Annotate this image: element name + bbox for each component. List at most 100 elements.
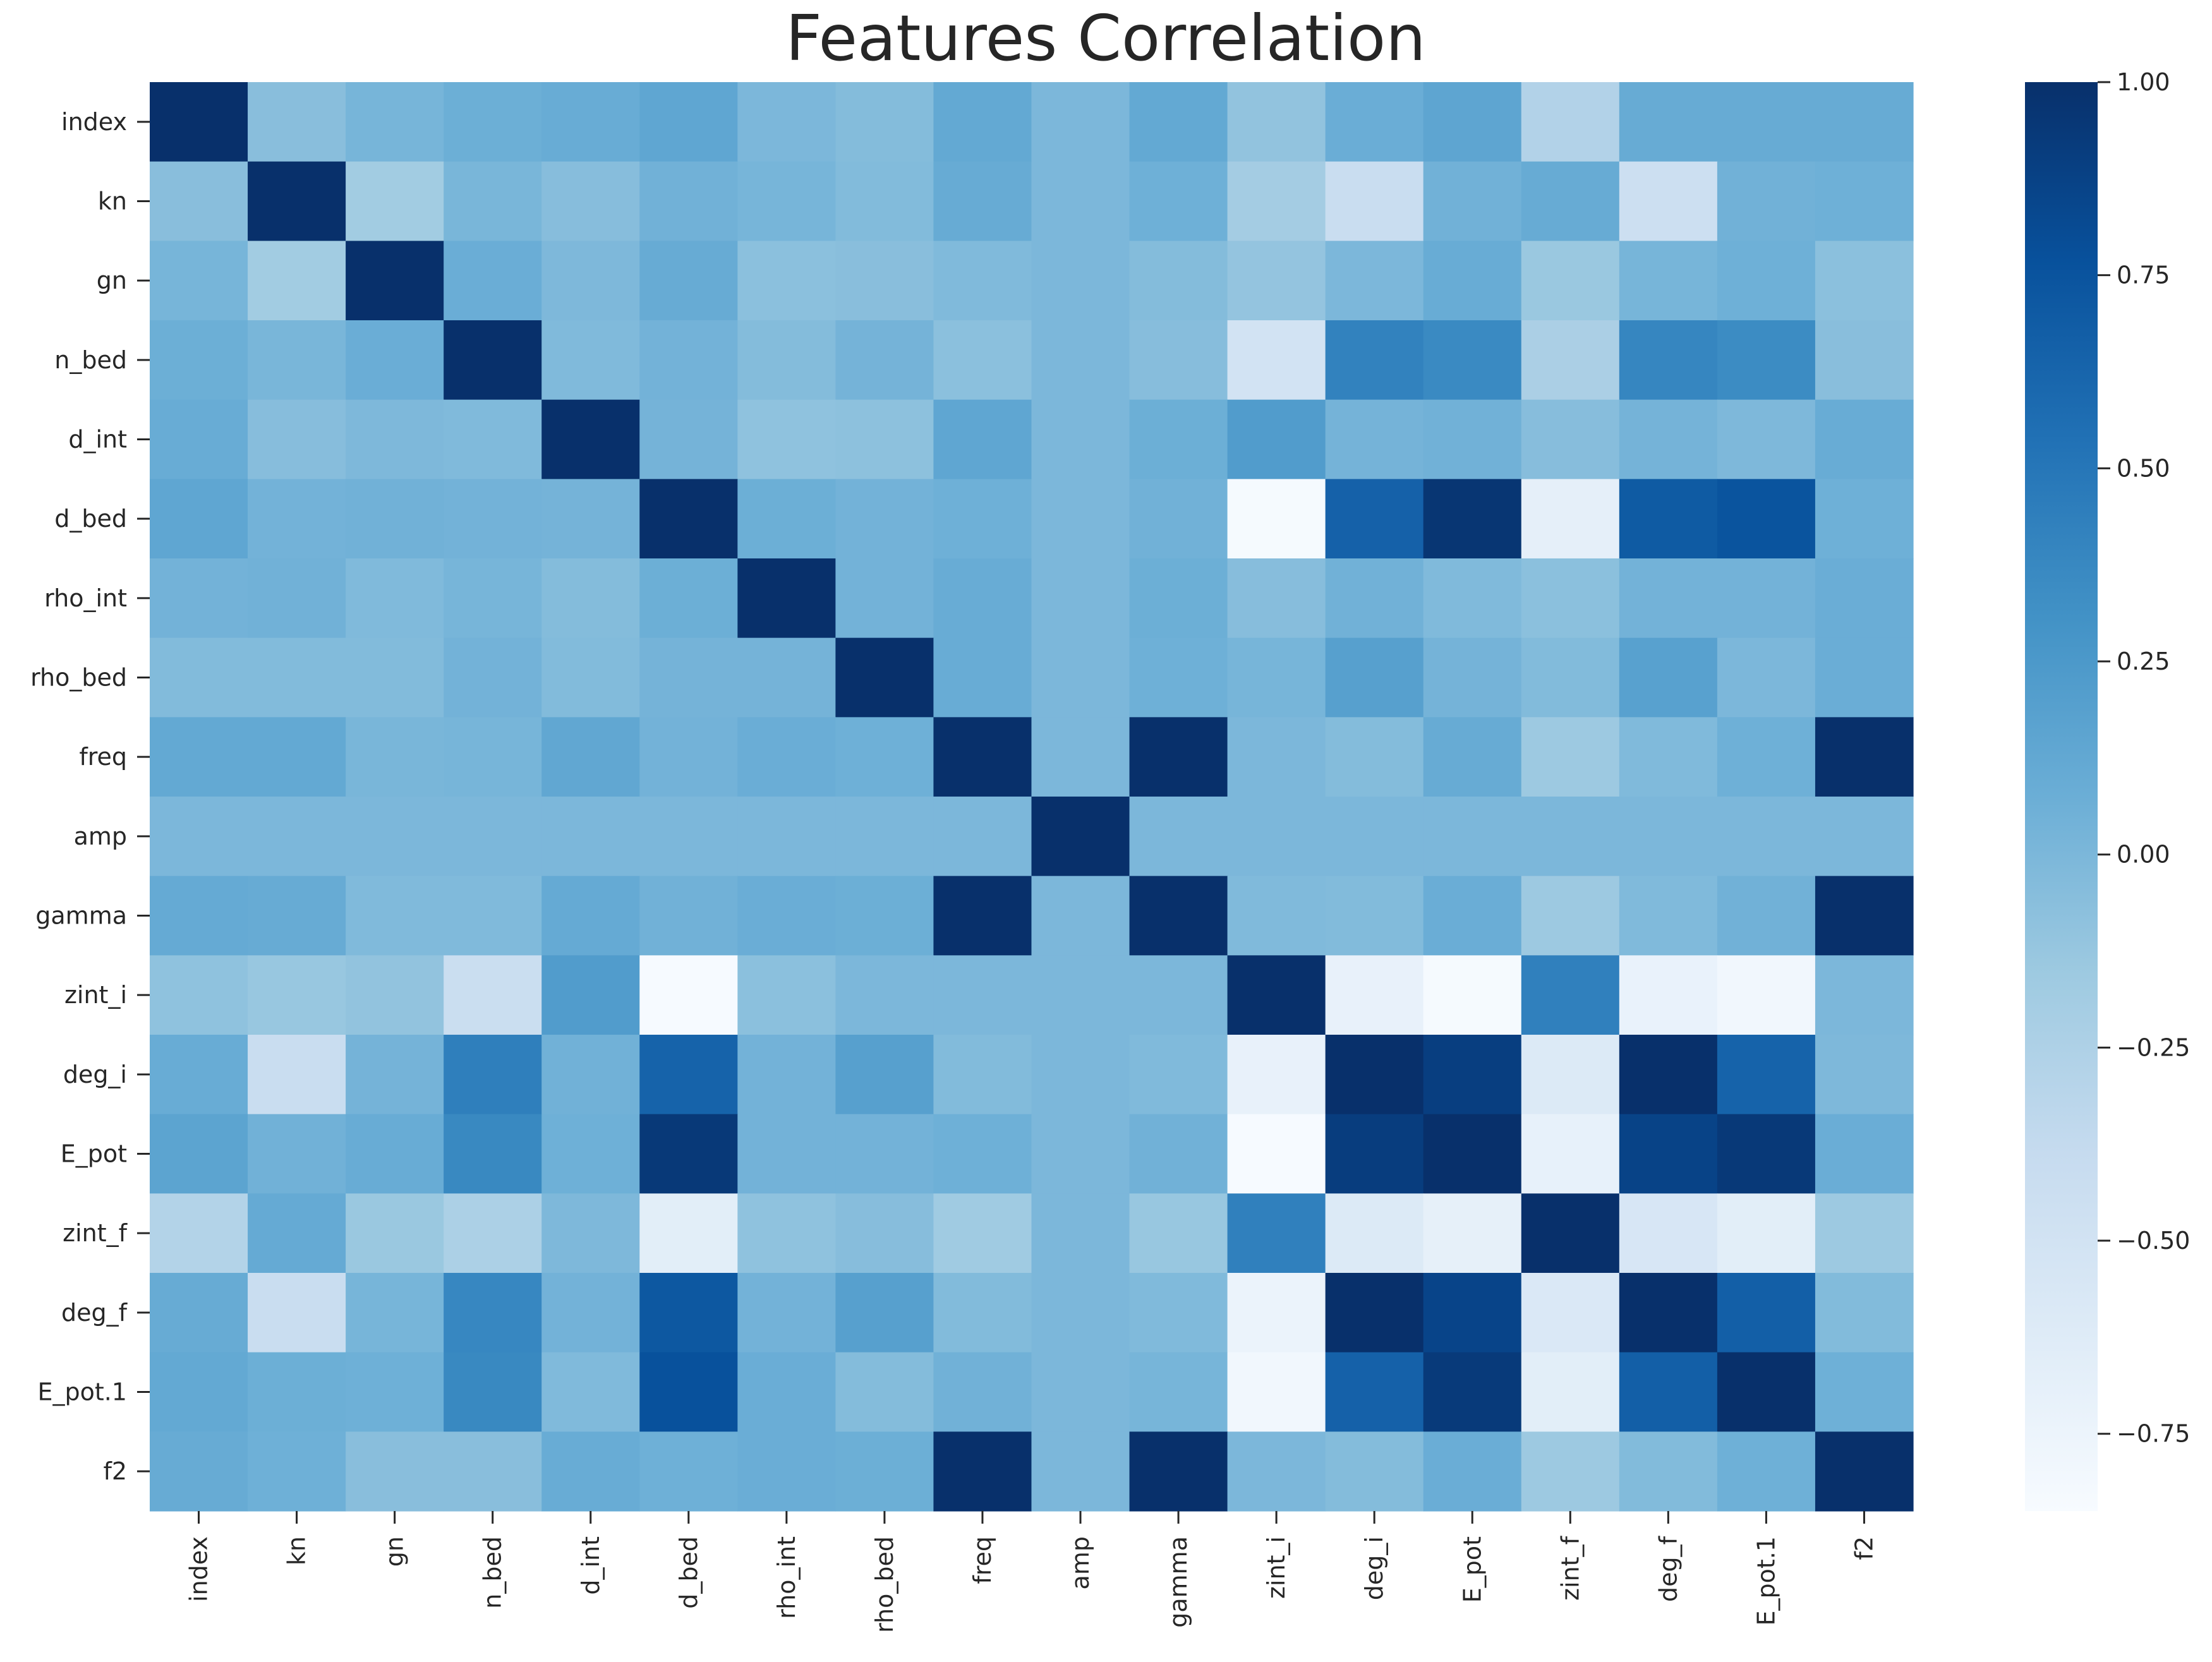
heatmap-cell [1815, 1431, 1914, 1512]
colorbar-tick-label: 0.25 [2117, 647, 2170, 675]
heatmap-cell [1521, 717, 1620, 797]
heatmap-cell [1227, 320, 1326, 400]
heatmap-cell [1325, 955, 1424, 1035]
heatmap-cell [639, 1035, 738, 1115]
heatmap-cell [1619, 717, 1718, 797]
heatmap-cell [933, 1114, 1032, 1194]
heatmap-cell [737, 1431, 836, 1512]
heatmap-cell [248, 797, 346, 877]
heatmap-cell [1815, 876, 1914, 956]
colorbar-tick-label: 1.00 [2117, 68, 2170, 96]
heatmap-cell [835, 637, 934, 718]
row-tick-label: deg_f [61, 1299, 128, 1327]
heatmap-cell [541, 320, 640, 400]
heatmap-cell [639, 1273, 738, 1353]
heatmap-cell [737, 955, 836, 1035]
heatmap-cell [1717, 1273, 1816, 1353]
heatmap-cell [346, 82, 444, 162]
heatmap-cell [835, 1193, 934, 1274]
heatmap-cell [1619, 955, 1718, 1035]
heatmap-cell [1031, 797, 1130, 877]
heatmap-cell [1423, 241, 1522, 321]
heatmap-cell [1521, 1352, 1620, 1432]
heatmap-cell [150, 399, 248, 479]
heatmap-cell [150, 1114, 248, 1194]
column-tick-label: zint_f [1556, 1535, 1584, 1600]
heatmap-cell [1619, 399, 1718, 479]
heatmap-cell [1521, 637, 1620, 718]
heatmap-cell [1619, 1431, 1718, 1512]
heatmap-cell [1521, 399, 1620, 479]
heatmap-cell [1815, 241, 1914, 321]
heatmap-cell [1325, 161, 1424, 241]
heatmap-cell [346, 1193, 444, 1274]
heatmap-cell [835, 1273, 934, 1353]
heatmap-cell [1423, 399, 1522, 479]
row-labels: index kn gn n_bed d_int d_bed rho_int rho_bedfr… [30, 108, 150, 1485]
heatmap-cell [1815, 399, 1914, 479]
heatmap-cell [639, 320, 738, 400]
heatmap-cell [346, 955, 444, 1035]
column-tick-label: freq [969, 1536, 996, 1584]
heatmap-cell [444, 1431, 542, 1512]
heatmap-cell [1815, 1352, 1914, 1432]
heatmap-cell [346, 558, 444, 639]
heatmap-cell [1129, 955, 1228, 1035]
heatmap-cell [1717, 558, 1816, 639]
heatmap-cell [150, 241, 248, 321]
heatmap-cell [1423, 637, 1522, 718]
heatmap-cell [933, 82, 1032, 162]
heatmap-cell [737, 399, 836, 479]
colorbar-tick-label: 0.75 [2117, 262, 2170, 289]
heatmap-cell [639, 1114, 738, 1194]
heatmap-cell [1423, 1193, 1522, 1274]
heatmap-cell [933, 955, 1032, 1035]
heatmap-cell [1619, 558, 1718, 639]
heatmap-cell [737, 479, 836, 559]
heatmap-cell [1227, 399, 1326, 479]
column-tick-label: gamma [1164, 1536, 1192, 1628]
colorbar-tick-label: 0.50 [2117, 454, 2170, 482]
heatmap-cell [1717, 1431, 1816, 1512]
heatmap-cell [1815, 320, 1914, 400]
heatmap-cell [248, 637, 346, 718]
heatmap-cell [150, 797, 248, 877]
heatmap-cell [933, 1035, 1032, 1115]
column-tick-label: rho_bed [871, 1536, 898, 1633]
column-tick-label: d_int [577, 1536, 605, 1595]
heatmap-cell [1521, 797, 1620, 877]
heatmap-cell [835, 1431, 934, 1512]
chart-title: Features Correlation [785, 1, 1425, 75]
heatmap-cell [737, 161, 836, 241]
heatmap-cell [1129, 1035, 1228, 1115]
column-tick-label: E_pot [1458, 1536, 1486, 1603]
heatmap-cell [541, 399, 640, 479]
heatmap-cell [150, 320, 248, 400]
heatmap-cell [444, 161, 542, 241]
heatmap-cell [1325, 1035, 1424, 1115]
heatmap-cell [933, 1193, 1032, 1274]
heatmap-cell [835, 797, 934, 877]
heatmap-cell [1129, 479, 1228, 559]
heatmap-cell [1227, 161, 1326, 241]
heatmap-cell [1031, 717, 1130, 797]
heatmap-cell [1815, 1114, 1914, 1194]
heatmap-cell [444, 320, 542, 400]
column-tick-label: deg_i [1360, 1536, 1388, 1600]
heatmap-cell [1227, 797, 1326, 877]
heatmap-cell [541, 558, 640, 639]
heatmap-cell [1325, 82, 1424, 162]
heatmap-cell [1521, 1114, 1620, 1194]
heatmap-cell [639, 1431, 738, 1512]
heatmap-cell [1325, 717, 1424, 797]
heatmap-cell [639, 399, 738, 479]
heatmap-cell [1423, 1431, 1522, 1512]
heatmap-cell [639, 161, 738, 241]
heatmap-cell [1815, 479, 1914, 559]
heatmap-cell [737, 558, 836, 639]
row-tick-label: kn [98, 188, 127, 215]
heatmap-cell [1619, 1352, 1718, 1432]
heatmap-cell [1717, 637, 1816, 718]
heatmap-cell [541, 1273, 640, 1353]
heatmap-cell [835, 1035, 934, 1115]
